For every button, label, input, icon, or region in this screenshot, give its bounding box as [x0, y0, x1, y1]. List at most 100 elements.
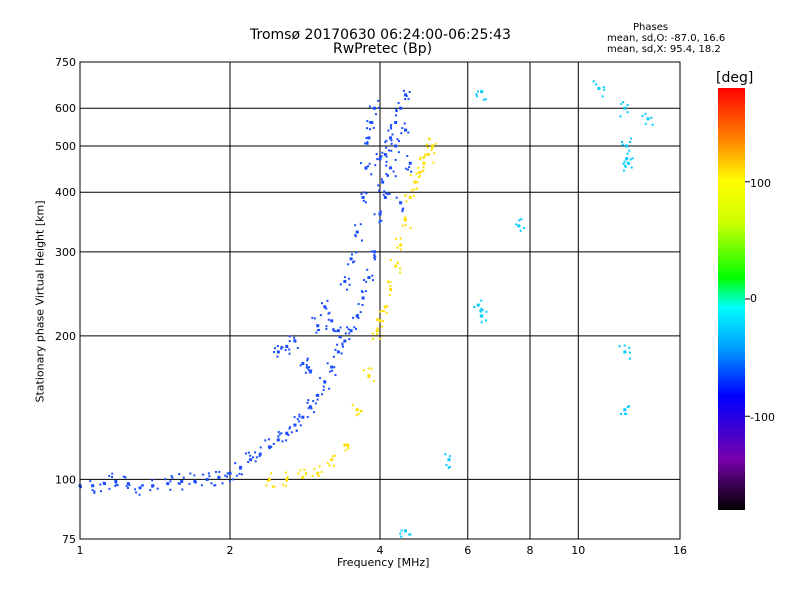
echo-point	[383, 305, 387, 309]
echo-point	[399, 271, 402, 274]
echo-point	[431, 147, 434, 150]
echo-point	[404, 224, 407, 227]
echo-point	[355, 408, 359, 412]
echo-point	[281, 346, 284, 349]
echo-point	[349, 329, 353, 333]
echo-point	[385, 139, 388, 142]
echo-point	[423, 155, 426, 158]
echo-point	[373, 106, 377, 110]
echo-point	[221, 482, 224, 485]
echo-point	[259, 446, 262, 449]
echo-point	[399, 267, 402, 270]
echo-point	[372, 337, 375, 340]
echo-point	[646, 117, 650, 121]
echo-point	[623, 344, 626, 347]
echo-point	[520, 218, 523, 221]
echo-point	[293, 339, 296, 342]
echo-point	[623, 160, 626, 163]
echo-point	[316, 398, 319, 401]
echo-point	[311, 316, 314, 319]
echo-point	[348, 338, 351, 341]
echo-point	[619, 413, 622, 416]
echo-point	[226, 475, 229, 478]
echo-point	[287, 433, 290, 436]
x-tick-label: 4	[377, 544, 384, 557]
echo-point	[217, 475, 221, 479]
echo-point	[285, 477, 289, 481]
echo-point	[93, 491, 96, 494]
echo-point	[406, 155, 409, 158]
echo-point	[299, 424, 302, 427]
echo-point	[622, 162, 625, 165]
echo-point	[346, 443, 349, 446]
echo-point	[298, 415, 301, 418]
echo-point	[379, 210, 382, 213]
echo-point	[344, 332, 347, 335]
echo-point	[303, 468, 306, 471]
echo-point	[408, 195, 412, 199]
echo-point	[344, 449, 347, 452]
echo-point	[357, 316, 360, 319]
echo-point	[365, 137, 368, 140]
echo-point	[406, 168, 409, 171]
echo-point	[126, 487, 129, 490]
echo-point	[320, 471, 323, 474]
echo-point	[362, 278, 365, 281]
echo-point	[382, 309, 385, 312]
echo-point	[125, 485, 128, 488]
echo-point	[169, 480, 172, 483]
echo-point	[188, 482, 191, 485]
echo-point	[116, 484, 119, 487]
echo-point	[124, 476, 127, 479]
echo-point	[394, 144, 398, 148]
echo-point	[385, 173, 388, 176]
echo-point	[234, 462, 237, 465]
echo-point	[266, 480, 269, 483]
echo-point	[368, 105, 371, 108]
echo-point	[367, 367, 370, 370]
echo-point	[239, 465, 243, 469]
echo-point	[156, 487, 159, 490]
echo-point	[285, 433, 288, 436]
echo-point	[328, 387, 331, 390]
echo-point	[381, 310, 384, 313]
echo-point	[390, 139, 393, 142]
echo-point	[390, 149, 393, 152]
echo-point	[349, 257, 353, 261]
echo-point	[276, 350, 280, 354]
echo-point	[375, 329, 379, 333]
echo-point	[355, 414, 358, 417]
echo-point	[351, 404, 354, 407]
echo-point	[408, 166, 411, 169]
colorbar-tick-label: 0	[750, 292, 757, 305]
echo-point	[376, 327, 379, 330]
echo-point	[389, 125, 392, 128]
echo-point	[630, 137, 633, 140]
echo-point	[376, 158, 379, 161]
echo-point	[367, 136, 371, 140]
echo-point	[404, 216, 407, 219]
echo-point	[310, 369, 313, 372]
grid-lines	[80, 62, 680, 539]
echo-point	[332, 464, 335, 467]
echo-point	[629, 158, 632, 161]
echo-point	[418, 158, 421, 161]
echo-point	[245, 452, 248, 455]
echo-point	[378, 189, 381, 192]
echo-point	[403, 122, 406, 125]
echo-point	[359, 311, 362, 314]
echo-point	[276, 438, 280, 442]
echo-point	[362, 369, 365, 372]
echo-point	[630, 166, 633, 169]
echo-point	[407, 131, 410, 134]
echo-point	[91, 489, 94, 492]
echo-point	[169, 488, 172, 491]
echo-point	[396, 261, 399, 264]
echo-point	[378, 221, 381, 224]
echo-point	[339, 283, 342, 286]
echo-point	[394, 264, 398, 268]
echo-point	[364, 167, 367, 170]
echo-point	[370, 367, 373, 370]
echo-point	[235, 474, 238, 477]
echo-point	[208, 475, 211, 478]
